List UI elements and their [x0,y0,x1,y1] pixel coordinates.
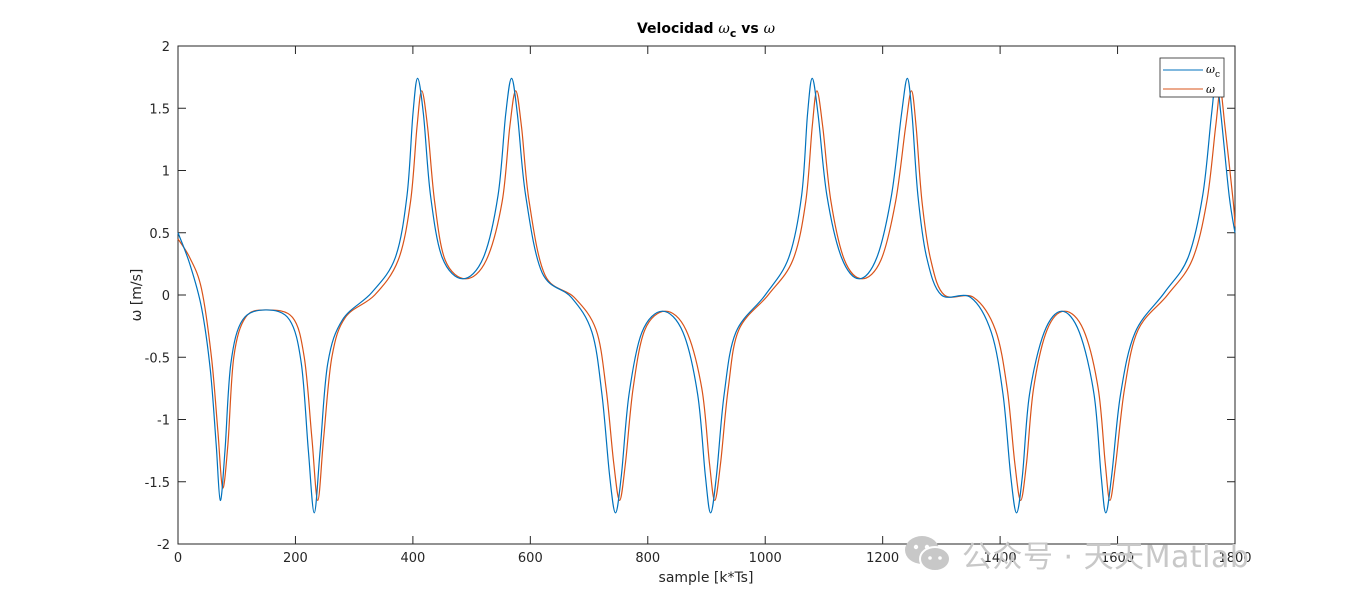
y-tick-labels: -2 -1.5 -1 -0.5 0 0.5 1 1.5 2 [145,40,170,553]
y-tick-label: 1.5 [149,102,170,117]
x-tick-labels: 0 200 400 600 800 1000 1200 1400 1600 1800 [174,551,1252,566]
x-tick-label: 800 [635,551,660,566]
y-tick-label: -1.5 [145,476,170,491]
legend-label-series-2: ω [1206,83,1215,96]
plot-area [177,45,1236,545]
watermark: 公众号 · 天天Matlab [902,532,1249,576]
x-tick-label: 400 [400,551,425,566]
y-tick-label: 0 [162,289,170,304]
y-tick-label: 1 [162,165,170,180]
legend: ωc ω [1159,57,1225,98]
x-tick-label: 600 [518,551,543,566]
x-tick-label: 1400 [984,551,1017,566]
x-tick-label: 1200 [866,551,899,566]
x-tick-label: 200 [283,551,308,566]
y-tick-label: -2 [157,538,170,553]
x-axis-label: sample [k*Ts] [659,570,754,586]
x-tick-label: 1000 [749,551,782,566]
series-layer [177,77,1236,514]
x-tick-label: 1800 [1218,551,1251,566]
wechat-icon [905,536,951,572]
axis-ticks [177,45,1236,545]
series-line-1 [177,77,1236,514]
y-tick-label: -1 [157,414,170,429]
legend-label-series-1: ωc [1206,63,1220,80]
y-tick-label: 2 [162,40,170,55]
legend-box [1159,57,1225,98]
x-tick-label: 0 [174,551,182,566]
y-axis-label: ω [m/s] [129,269,145,322]
y-tick-label: 0.5 [149,227,170,242]
y-tick-label: -0.5 [145,351,170,366]
watermark-text: 公众号 · 天天Matlab [962,540,1250,575]
x-tick-label: 1600 [1101,551,1134,566]
chart-title: Velocidad ωc vs ω [637,21,776,40]
